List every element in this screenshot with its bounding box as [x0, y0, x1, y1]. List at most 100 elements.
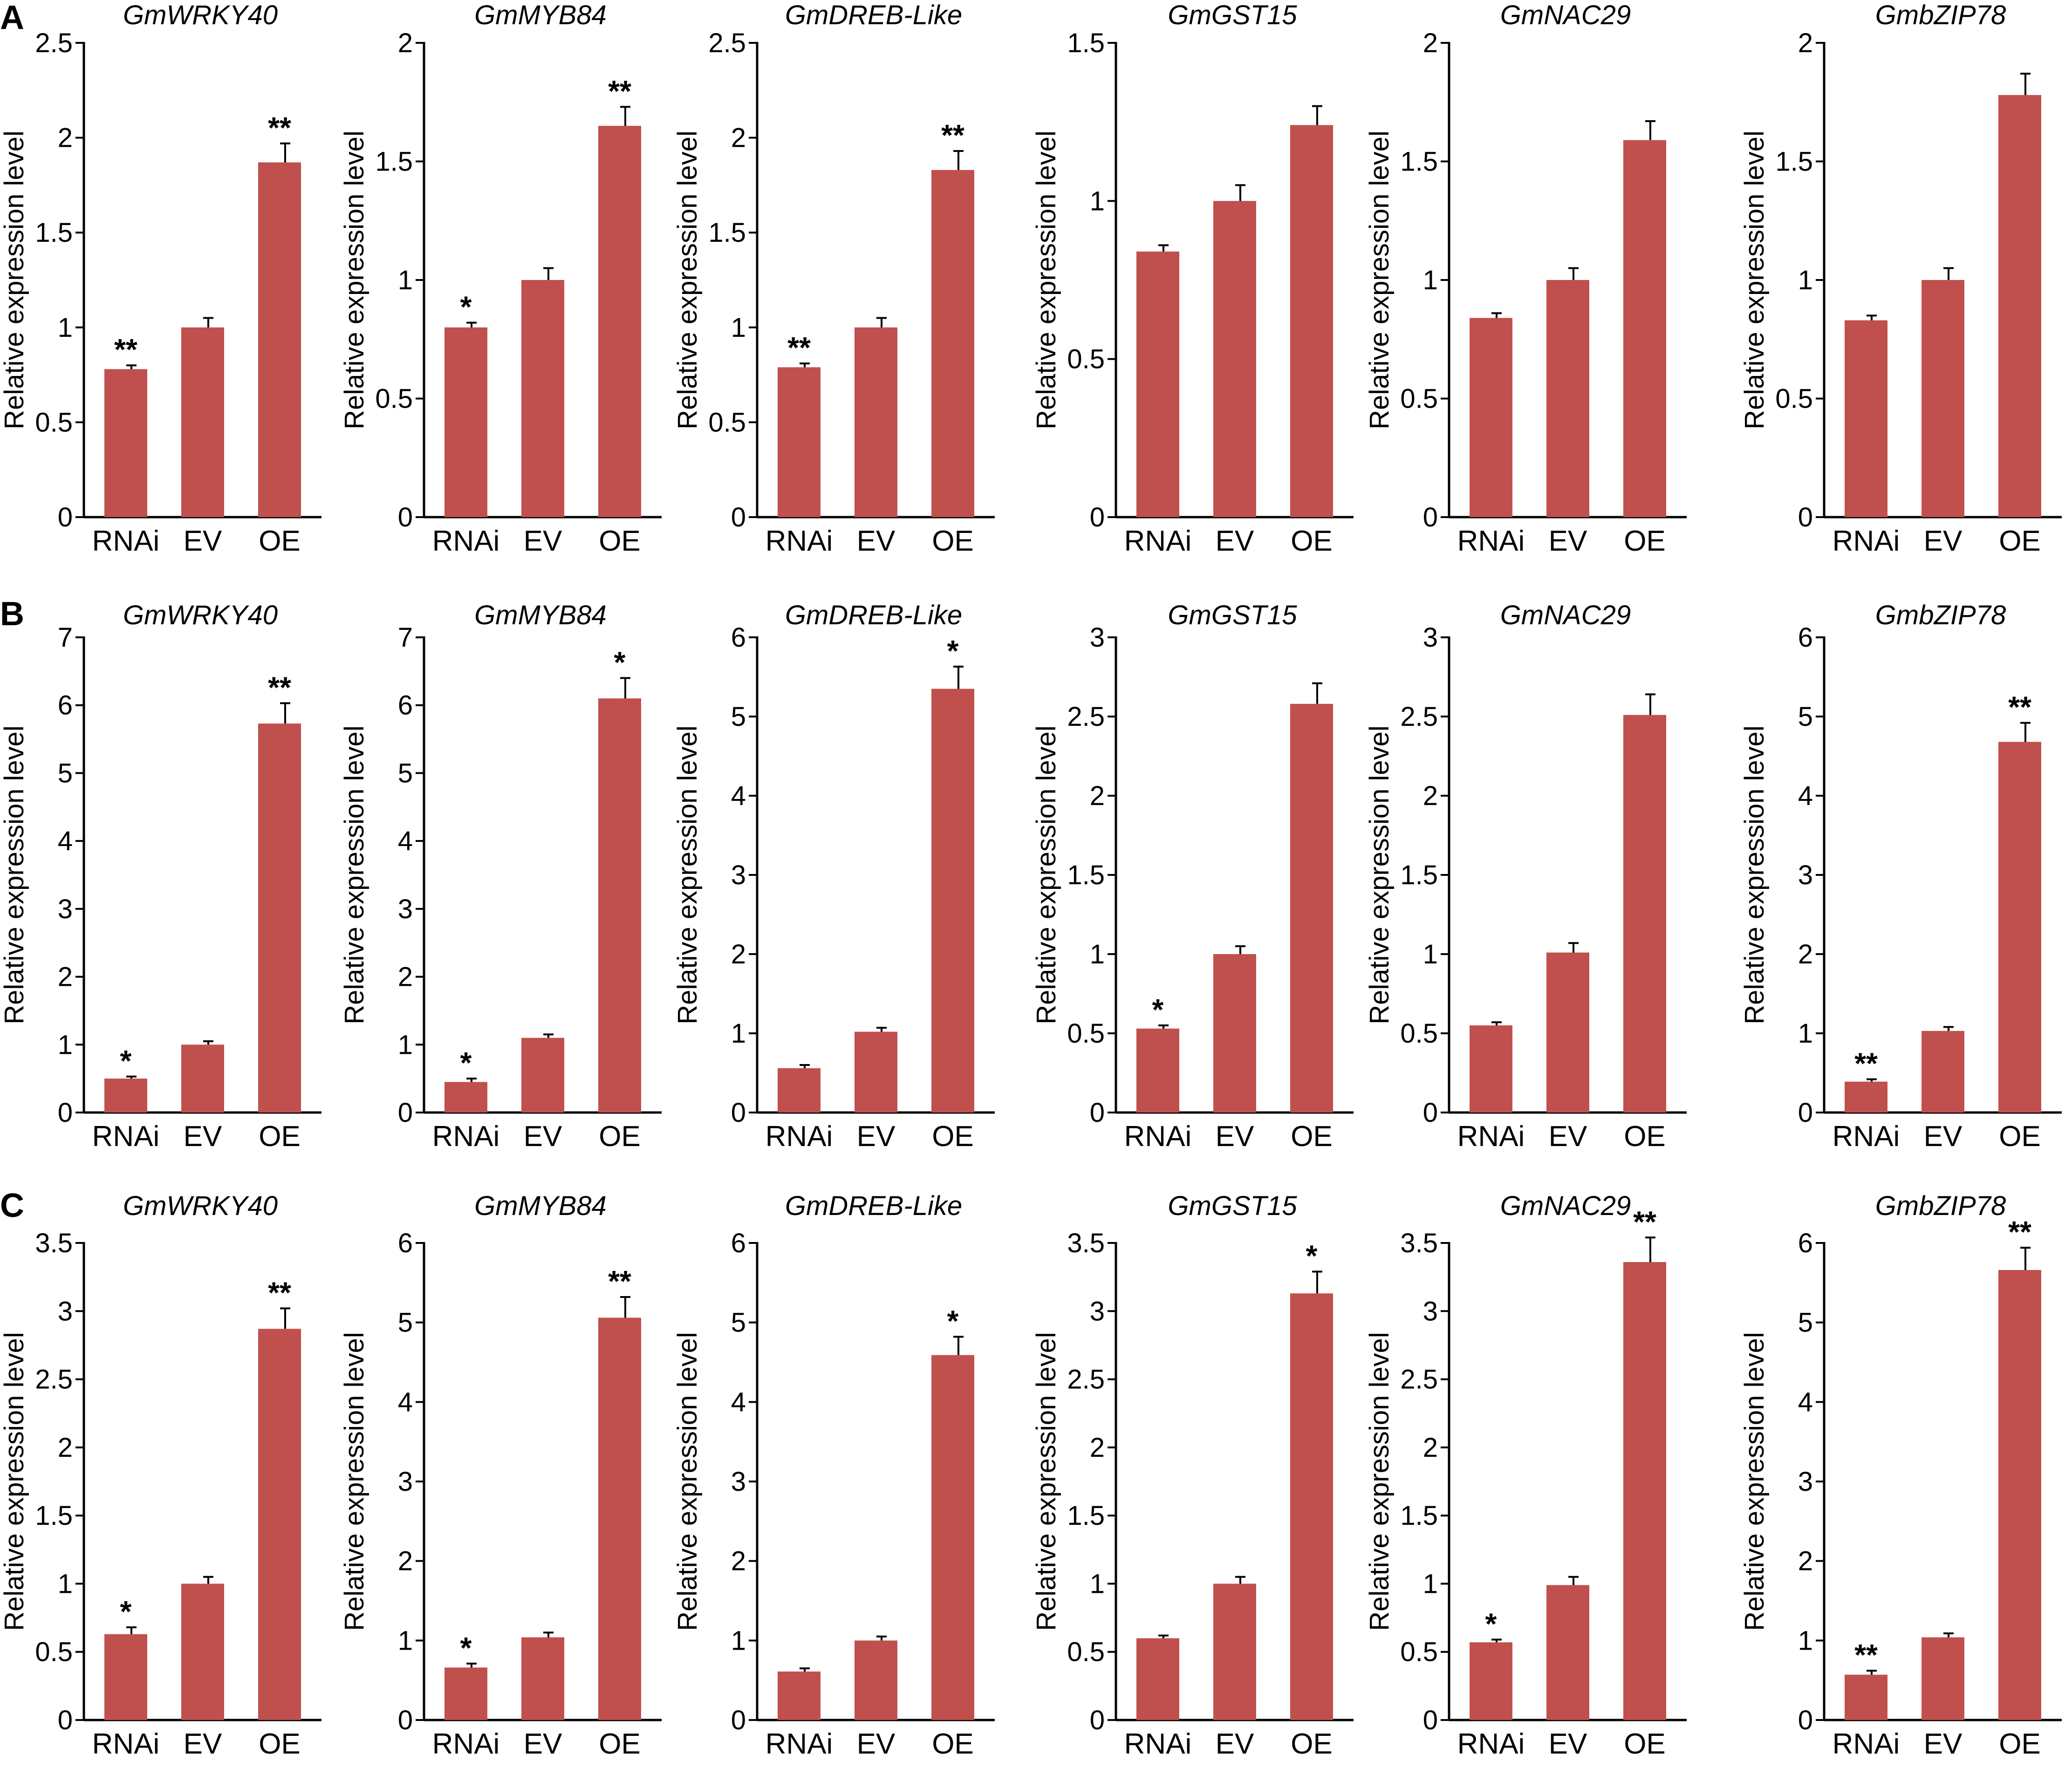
y-tick-label: 1	[398, 1625, 413, 1656]
y-tick-label: 1	[1423, 939, 1438, 969]
chart-a-gmgst15: GmGST15 0 0.5 1 1.5 Relative expression level…	[1031, 0, 1354, 557]
y-tick-label: 3	[398, 894, 413, 924]
x-tick-label: RNAi	[1833, 1120, 1900, 1153]
bar-ev	[1546, 952, 1589, 1113]
chart-title: GmMYB84	[474, 0, 607, 30]
chart-b-gmgst15: GmGST15 0 0.5 1 1.5 2 2.5 3 Relative expression …	[1031, 600, 1354, 1153]
x-tick-label: RNAi	[1457, 1728, 1525, 1760]
y-tick-label: 2	[731, 123, 746, 153]
y-tick-label: 0	[58, 1098, 73, 1128]
y-tick-label: 2	[1090, 781, 1105, 811]
y-tick-label: 0	[1423, 1098, 1438, 1128]
y-tick-label: 0	[58, 502, 73, 532]
significance-marker: *	[614, 645, 626, 679]
y-tick-label: 2	[398, 962, 413, 992]
y-tick-label: 0	[731, 1705, 746, 1735]
chart-a-gmnac29: GmNAC29 0 0.5 1 1.5 2 Relative expression leve…	[1364, 0, 1687, 557]
x-tick-label: RNAi	[766, 1120, 833, 1153]
chart-title: GmNAC29	[1500, 600, 1631, 630]
x-tick-label: EV	[1549, 1120, 1587, 1153]
y-tick-label: 7	[58, 622, 73, 653]
x-tick-label: RNAi	[432, 525, 500, 557]
bar-ev	[1922, 280, 1964, 517]
significance-marker: *	[1152, 993, 1164, 1026]
x-tick-label: OE	[1291, 1728, 1333, 1760]
x-tick-label: EV	[1924, 525, 1963, 557]
y-tick-label: 1.5	[1067, 860, 1105, 890]
y-tick-label: 0	[1090, 1705, 1105, 1735]
bar-rnai	[1470, 1642, 1512, 1720]
x-tick-label: EV	[184, 525, 222, 557]
significance-marker: *	[460, 290, 472, 324]
y-tick-label: 0	[398, 1098, 413, 1128]
chart-c-gmwrky40: GmWRKY40 0 0.5 1 1.5 2 2.5 3 3.5 Relative express…	[0, 1191, 321, 1760]
y-axis-label: Relative expression level	[1739, 130, 1770, 430]
x-tick-label: OE	[259, 1728, 301, 1760]
chart-b-gmwrky40: GmWRKY40 0 1 2 3 4 5 6 7 Relative expression leve…	[0, 600, 321, 1153]
y-tick-label: 1	[1798, 1625, 1813, 1656]
y-tick-label: 1.5	[1067, 28, 1105, 58]
bar-rnai	[778, 367, 821, 517]
chart-title: GmbZIP78	[1875, 600, 2006, 630]
significance-marker: **	[114, 333, 137, 366]
x-tick-label: OE	[599, 525, 641, 557]
x-tick-label: RNAi	[92, 525, 160, 557]
bar-oe	[598, 1317, 641, 1720]
y-tick-label: 2	[731, 939, 746, 969]
y-tick-label: 1	[398, 1030, 413, 1060]
y-tick-label: 2.5	[1067, 1365, 1105, 1395]
x-tick-label: RNAi	[1833, 525, 1900, 557]
bar-ev	[181, 327, 224, 517]
y-tick-label: 3	[1090, 1296, 1105, 1326]
y-tick-label: 1	[58, 1569, 73, 1599]
x-tick-label: RNAi	[766, 1728, 833, 1760]
significance-marker: *	[120, 1044, 132, 1078]
y-tick-label: 2.5	[35, 28, 73, 58]
y-axis-label: Relative expression level	[0, 725, 29, 1024]
y-tick-label: 6	[1798, 1228, 1813, 1258]
y-tick-label: 5	[398, 1308, 413, 1338]
y-tick-label: 0	[1798, 502, 1813, 532]
y-tick-label: 2	[398, 28, 413, 58]
y-tick-label: 1.5	[35, 218, 73, 248]
significance-marker: **	[608, 74, 631, 108]
chart-title: GmWRKY40	[123, 1191, 278, 1221]
bar-rnai	[1845, 1674, 1887, 1720]
x-tick-label: RNAi	[1457, 1120, 1525, 1153]
bar-oe	[931, 1355, 974, 1720]
bar-ev	[521, 280, 564, 517]
bar-oe	[1998, 742, 2041, 1113]
chart-a-gmwrky40: GmWRKY40 0 0.5 1 1.5 2 2.5 Relative expression …	[0, 0, 321, 557]
significance-marker: *	[120, 1595, 132, 1628]
y-axis-label: Relative expression level	[1364, 725, 1395, 1024]
bar-ev	[1213, 1584, 1256, 1720]
bar-oe	[1998, 1270, 2041, 1720]
chart-title: GmWRKY40	[123, 0, 278, 30]
bar-rnai	[104, 1079, 147, 1113]
y-tick-label: 5	[58, 758, 73, 788]
bar-ev	[1546, 280, 1589, 517]
bar-oe	[258, 724, 301, 1113]
y-tick-label: 3	[1423, 622, 1438, 653]
significance-marker: *	[947, 1304, 959, 1338]
y-tick-label: 5	[731, 1308, 746, 1338]
x-tick-label: EV	[857, 1120, 896, 1153]
bar-oe	[598, 126, 641, 517]
y-tick-label: 1	[731, 1625, 746, 1656]
x-tick-label: EV	[524, 1120, 562, 1153]
y-tick-label: 2	[1798, 939, 1813, 969]
y-tick-label: 0	[58, 1705, 73, 1735]
y-tick-label: 1	[1798, 1018, 1813, 1049]
x-tick-label: OE	[599, 1120, 641, 1153]
y-tick-label: 4	[731, 1387, 746, 1417]
y-tick-label: 6	[1798, 622, 1813, 653]
significance-marker: *	[460, 1046, 472, 1079]
chart-c-gmgst15: GmGST15 0 0.5 1 1.5 2 2.5 3 3.5 Relative expressi…	[1031, 1191, 1354, 1760]
bar-ev	[1922, 1031, 1964, 1113]
y-tick-label: 1	[398, 265, 413, 295]
y-tick-label: 4	[1798, 1387, 1813, 1417]
y-tick-label: 4	[398, 826, 413, 856]
bar-ev	[855, 1640, 897, 1720]
bar-ev	[181, 1044, 224, 1113]
y-tick-label: 0.5	[35, 407, 73, 437]
